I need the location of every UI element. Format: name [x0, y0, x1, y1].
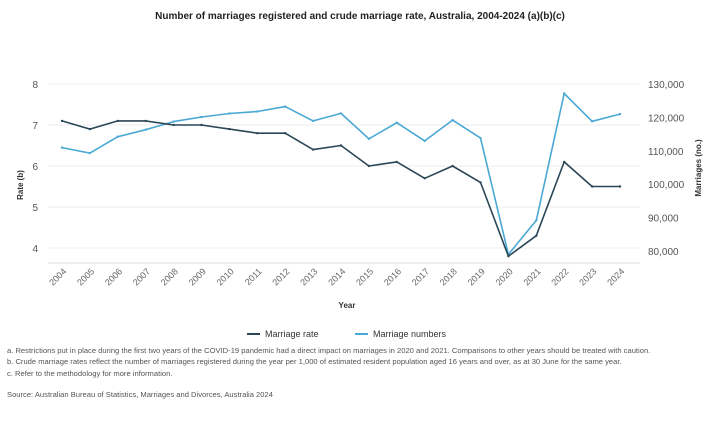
series-line-marriage-numbers — [61, 92, 621, 256]
x-tick-label: 2012 — [270, 266, 291, 287]
data-point-marriage-rate — [60, 119, 64, 123]
data-point-marriage-numbers — [423, 139, 426, 143]
x-tick-label: 2007 — [131, 266, 152, 287]
x-tick-label: 2016 — [382, 266, 403, 287]
footnote-a: a. Restrictions put in place during the … — [7, 346, 651, 355]
y-tick-left-label: 8 — [32, 80, 38, 91]
data-point-marriage-rate — [590, 185, 594, 188]
x-tick-label: 2018 — [438, 266, 459, 287]
data-point-marriage-rate — [116, 119, 120, 123]
x-tick-label: 2011 — [243, 266, 264, 287]
data-point-marriage-numbers — [451, 118, 454, 122]
source-note: Source: Australian Bureau of Statistics,… — [7, 390, 273, 400]
data-point-marriage-numbers — [172, 120, 175, 123]
x-tick-label: 2013 — [298, 266, 319, 287]
x-tick-label: 2021 — [521, 266, 542, 287]
x-tick-label: 2005 — [75, 266, 96, 287]
legend-label-marriage-rate: Marriage rate — [265, 329, 319, 339]
x-axis-ticks: 2004 2005 2006 2007 2008 2009 2010 2011 2012 2013… — [47, 266, 626, 287]
data-point-marriage-numbers — [88, 151, 92, 155]
data-point-marriage-rate — [88, 127, 92, 131]
combo-line-chart: Number of marriages registered and crude… — [16, 11, 703, 339]
x-tick-label: 2006 — [103, 266, 124, 287]
x-tick-label: 2024 — [605, 266, 626, 287]
data-point-marriage-numbers — [479, 136, 482, 140]
data-point-marriage-rate — [228, 127, 231, 131]
data-point-marriage-rate — [535, 234, 538, 237]
y-tick-left-label: 6 — [32, 162, 38, 173]
legend: Marriage rate Marriage numbers — [247, 329, 447, 339]
data-point-marriage-numbers — [116, 135, 120, 138]
data-point-marriage-rate — [423, 177, 426, 180]
y-tick-left-label: 7 — [32, 121, 38, 132]
left-axis-ticks: 4 5 6 7 8 — [32, 80, 38, 255]
data-point-marriage-rate — [144, 119, 147, 123]
y-axis-left-label: Rate (b) — [16, 170, 25, 200]
series-lines — [60, 92, 622, 258]
legend-label-marriage-numbers: Marriage numbers — [373, 329, 447, 339]
right-axis-ticks: 80,000 90,000 100,000 110,000 120,000 130,000 — [648, 80, 685, 258]
data-point-marriage-rate — [339, 144, 343, 147]
data-point-marriage-rate — [256, 132, 259, 135]
y-tick-right-label: 120,000 — [648, 113, 685, 124]
data-point-marriage-numbers — [284, 105, 287, 108]
y-tick-left-label: 5 — [32, 203, 38, 214]
data-point-marriage-rate — [172, 123, 175, 127]
data-point-marriage-rate — [618, 185, 622, 188]
y-tick-right-label: 100,000 — [648, 180, 685, 191]
data-point-marriage-rate — [507, 255, 510, 258]
x-tick-label: 2004 — [47, 266, 68, 287]
data-point-marriage-numbers — [367, 137, 371, 140]
data-point-marriage-rate — [311, 148, 315, 151]
y-tick-right-label: 130,000 — [648, 80, 685, 91]
footnotes: a. Restrictions put in place during the … — [7, 345, 715, 401]
gridlines — [48, 83, 640, 264]
data-point-marriage-numbers — [311, 119, 315, 123]
data-point-marriage-numbers — [535, 219, 538, 222]
y-tick-right-label: 90,000 — [648, 214, 679, 225]
data-point-marriage-numbers — [563, 92, 566, 95]
x-tick-label: 2017 — [410, 266, 431, 287]
y-tick-right-label: 110,000 — [648, 147, 684, 158]
data-point-marriage-numbers — [395, 121, 398, 124]
footnote-c: c. Refer to the methodology for more inf… — [7, 368, 173, 378]
x-tick-label: 2014 — [326, 266, 347, 287]
data-point-marriage-numbers — [228, 112, 231, 115]
data-point-marriage-rate — [200, 123, 203, 127]
y-axis-right-label: Marriages (no.) — [694, 139, 703, 197]
data-point-marriage-rate — [284, 132, 287, 135]
x-tick-label: 2022 — [549, 266, 570, 287]
data-point-marriage-numbers — [60, 146, 64, 149]
x-tick-label: 2015 — [354, 266, 375, 287]
x-tick-label: 2020 — [494, 266, 515, 287]
data-point-marriage-rate — [451, 164, 454, 168]
data-point-marriage-numbers — [256, 110, 259, 113]
y-tick-left-label: 4 — [32, 244, 38, 255]
data-point-marriage-rate — [479, 181, 482, 184]
x-tick-label: 2008 — [159, 266, 180, 287]
data-point-marriage-numbers — [144, 128, 147, 131]
x-tick-label: 2010 — [215, 266, 236, 287]
x-tick-label: 2019 — [466, 266, 487, 287]
data-point-marriage-rate — [395, 160, 398, 164]
x-tick-label: 2009 — [187, 266, 208, 287]
data-point-marriage-numbers — [618, 112, 622, 116]
data-point-marriage-numbers — [339, 112, 343, 115]
data-point-marriage-rate — [563, 160, 566, 164]
data-point-marriage-numbers — [590, 120, 594, 123]
x-axis-label: Year — [339, 301, 356, 310]
y-tick-right-label: 80,000 — [648, 247, 679, 258]
x-tick-label: 2023 — [577, 266, 598, 287]
footnote-b: b. Crude marriage rates reflect the numb… — [7, 357, 622, 367]
chart-title: Number of marriages registered and crude… — [155, 11, 565, 22]
data-point-marriage-rate — [367, 164, 371, 168]
data-point-marriage-numbers — [200, 115, 203, 119]
